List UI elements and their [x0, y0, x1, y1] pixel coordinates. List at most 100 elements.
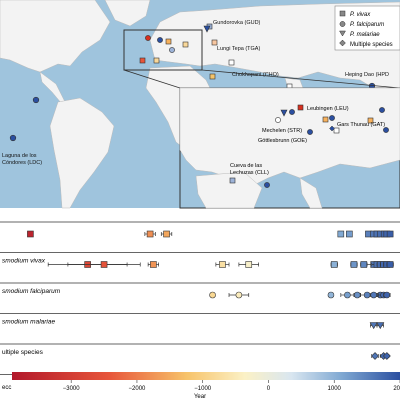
site-marker	[211, 39, 218, 46]
label-cll-1: Cueva de las	[230, 163, 262, 169]
data-point	[245, 261, 253, 268]
site-marker	[169, 47, 175, 53]
colorbar-left-label: ecc	[2, 385, 11, 391]
data-point	[346, 230, 353, 238]
colorbar-tick-label: 1000	[328, 386, 342, 392]
legend-label: P. falciparum	[350, 22, 384, 28]
label-cll-2: Lechuzas (CLL)	[230, 170, 269, 176]
site-marker	[297, 104, 304, 111]
site-marker	[145, 35, 151, 41]
zoom-connector-right	[201, 69, 400, 89]
label-ldc-1: Laguna de los	[2, 153, 37, 159]
data-point	[337, 230, 345, 238]
colorbar-tick-label: −3000	[63, 386, 81, 392]
colorbar	[12, 372, 400, 380]
data-point	[386, 230, 394, 238]
label-gud: Gundorovka (GUD)	[213, 20, 261, 26]
site-marker	[307, 129, 313, 135]
land-south-america	[49, 97, 115, 209]
legend-label: P. malariae	[350, 32, 380, 38]
site-marker	[329, 115, 335, 121]
data-point	[371, 352, 379, 360]
site-marker	[157, 37, 163, 43]
zoom-region-outline	[123, 29, 203, 71]
data-point	[150, 261, 157, 268]
legend-label: Multiple species	[350, 42, 393, 48]
site-marker	[329, 125, 335, 132]
site-marker	[322, 116, 329, 123]
site-marker	[153, 57, 160, 64]
data-point	[100, 261, 108, 268]
data-point	[330, 261, 338, 268]
colorbar-ticks: −3000 −2000 −1000 0 1000 2000	[63, 380, 400, 392]
legend-label: P. vivax	[350, 12, 371, 18]
site-marker	[229, 177, 236, 184]
site-marker	[275, 117, 281, 123]
inset-iberia	[195, 171, 263, 209]
site-marker	[203, 25, 211, 33]
label-goe: Göttlesbrunn (GOE)	[258, 138, 307, 144]
legend-box	[334, 5, 400, 51]
row-label: ultiple species	[2, 349, 44, 356]
x-axis-label: Year	[194, 394, 206, 400]
data-point	[382, 352, 391, 360]
data-point	[235, 291, 243, 299]
europe-inset: Leubingen (LEU) Mechelen (STR) Gars Thun…	[179, 87, 400, 209]
inset-land	[179, 87, 400, 187]
data-point	[219, 261, 226, 268]
zoom-connector-left	[123, 69, 181, 89]
site-marker	[32, 96, 40, 104]
site-marker	[9, 134, 17, 142]
row-label: smodium malariae	[2, 319, 55, 326]
legend: P. vivax P. falciparum P. malariae Multi…	[334, 5, 400, 51]
row-label: smodium vivax	[2, 258, 46, 265]
row-labels: smodium vivax smodium falciparum smodium m…	[2, 258, 61, 357]
label-str: Mechelen (STR)	[262, 128, 302, 134]
data-point	[146, 230, 154, 238]
site-marker	[228, 59, 235, 66]
site-marker	[280, 109, 288, 117]
colorbar-tick-label: −1000	[194, 386, 212, 392]
site-marker	[209, 73, 216, 80]
inset-italy	[299, 177, 323, 209]
data-point	[163, 230, 170, 238]
world-map: Gundorovka (GUD) Lungi Tepa (TGA) Chokho…	[0, 0, 400, 209]
legend-circle-icon	[339, 21, 346, 27]
data-point	[376, 322, 385, 330]
site-marker	[379, 107, 385, 113]
colorbar-tick-label: 0	[267, 386, 271, 392]
timeline-chart: smodium vivax smodium falciparum smodium m…	[0, 221, 400, 375]
label-leu: Leubingen (LEU)	[307, 106, 349, 112]
legend-triangle-icon	[339, 30, 346, 37]
data-point	[209, 291, 216, 299]
row-separators	[0, 221, 400, 375]
site-marker	[333, 127, 340, 134]
data-marks	[27, 230, 394, 360]
site-marker	[367, 117, 374, 124]
colorbar-tick-label: −2000	[129, 386, 147, 392]
data-point	[370, 291, 377, 299]
data-point	[369, 322, 378, 330]
data-point	[383, 291, 391, 299]
label-hpd: Heping Dao (HPD	[345, 72, 389, 78]
label-tga: Lungi Tepa (TGA)	[217, 46, 260, 52]
data-point	[353, 291, 361, 299]
colorbar-tick-label: 2000	[393, 386, 400, 392]
site-marker	[289, 109, 295, 115]
site-marker	[383, 127, 389, 133]
site-marker	[139, 57, 146, 64]
legend-square-icon	[339, 10, 346, 17]
data-point	[344, 291, 351, 299]
site-marker	[182, 41, 189, 48]
site-marker	[165, 38, 172, 45]
label-gat: Gars Thunau (GAT)	[337, 122, 385, 128]
data-point	[327, 291, 335, 299]
site-marker	[264, 182, 270, 188]
row-label: smodium falciparum	[2, 288, 61, 295]
legend-diamond-icon	[339, 39, 346, 47]
data-point	[386, 261, 394, 268]
data-point	[363, 291, 371, 299]
label-ldc-2: Cóndores (LDC)	[2, 160, 42, 166]
